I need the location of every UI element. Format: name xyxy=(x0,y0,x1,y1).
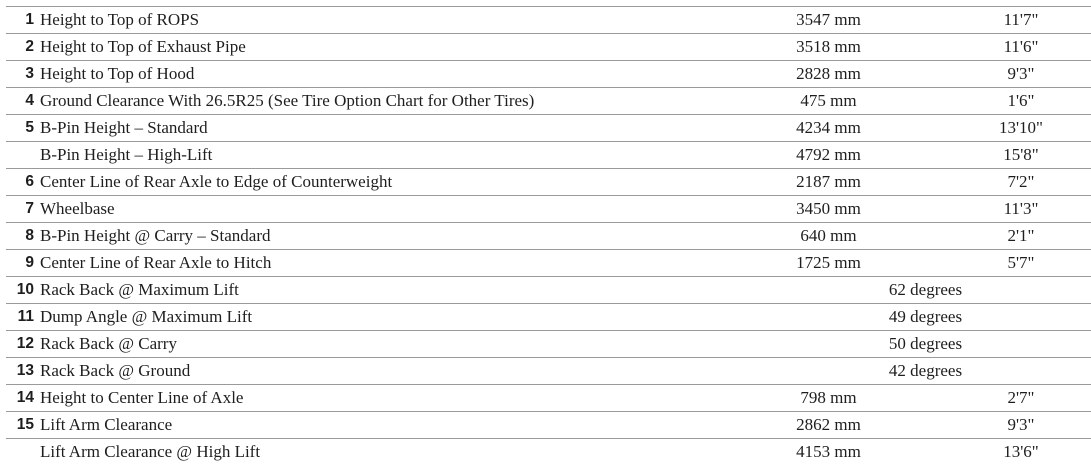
row-description: Height to Top of Exhaust Pipe xyxy=(34,33,700,61)
row-imperial-value: 2'1" xyxy=(951,222,1091,250)
row-metric-value: 2828 mm xyxy=(700,60,951,88)
row-description: Rack Back @ Ground xyxy=(34,357,700,385)
table-row: 14 Height to Center Line of Axle 798 mm 2'7… xyxy=(6,384,1091,412)
row-description: B-Pin Height – Standard xyxy=(34,114,700,142)
row-description: Center Line of Rear Axle to Hitch xyxy=(34,249,700,277)
row-imperial-value: 2'7" xyxy=(951,384,1091,412)
row-metric-value: 1725 mm xyxy=(700,249,951,277)
table-row: 9 Center Line of Rear Axle to Hitch 1725 m… xyxy=(6,249,1091,277)
table-row: 12 Rack Back @ Carry 50 degrees xyxy=(6,330,1091,358)
table-row: B-Pin Height – High-Lift 4792 mm 15'8" xyxy=(6,141,1091,169)
row-number: 11 xyxy=(6,303,34,331)
row-description: B-Pin Height @ Carry – Standard xyxy=(34,222,700,250)
row-number: 4 xyxy=(6,87,34,115)
row-metric-value: 3547 mm xyxy=(700,6,951,34)
row-description: Ground Clearance With 26.5R25 (See Tire … xyxy=(34,87,700,115)
table-row: 5 B-Pin Height – Standard 4234 mm 13'10" xyxy=(6,114,1091,142)
table-row: 4 Ground Clearance With 26.5R25 (See Tire… xyxy=(6,87,1091,115)
row-description: Height to Top of ROPS xyxy=(34,6,700,34)
row-description: Lift Arm Clearance xyxy=(34,411,700,439)
row-number: 2 xyxy=(6,33,34,61)
row-number: 8 xyxy=(6,222,34,250)
row-metric-value: 475 mm xyxy=(700,87,951,115)
row-number xyxy=(6,141,34,169)
row-imperial-value: 11'3" xyxy=(951,195,1091,223)
table-row: 3 Height to Top of Hood 2828 mm 9'3" xyxy=(6,60,1091,88)
row-metric-value: 4153 mm xyxy=(796,442,861,462)
row-angle-value: 50 degrees xyxy=(700,330,1091,358)
table-row: 13 Rack Back @ Ground 42 degrees xyxy=(6,357,1091,385)
row-number xyxy=(6,439,34,466)
row-description: Dump Angle @ Maximum Lift xyxy=(34,303,700,331)
table-row: Lift Arm Clearance @ High Lift 4153 mm 13'… xyxy=(6,439,1091,466)
table-row: 7 Wheelbase 3450 mm 11'3" xyxy=(6,195,1091,223)
row-imperial-value: 11'6" xyxy=(951,33,1091,61)
row-metric-value: 640 mm xyxy=(700,222,951,250)
row-imperial-value: 5'7" xyxy=(951,249,1091,277)
row-metric-value: 4234 mm xyxy=(700,114,951,142)
row-description: Rack Back @ Carry xyxy=(34,330,700,358)
row-number: 9 xyxy=(6,249,34,277)
row-number: 15 xyxy=(6,411,34,439)
table-row: 15 Lift Arm Clearance 2862 mm 9'3" xyxy=(6,411,1091,439)
table-row: 11 Dump Angle @ Maximum Lift 49 degrees xyxy=(6,303,1091,331)
row-description: Wheelbase xyxy=(34,195,700,223)
table-row: 6 Center Line of Rear Axle to Edge of Cou… xyxy=(6,168,1091,196)
row-metric-value: 4792 mm xyxy=(700,141,951,169)
row-metric-value: 2862 mm xyxy=(700,411,951,439)
row-imperial-value: 1'6" xyxy=(951,87,1091,115)
row-angle-value: 42 degrees xyxy=(700,357,1091,385)
table-row: 1 Height to Top of ROPS 3547 mm 11'7" xyxy=(6,6,1091,34)
dimensions-table-body: 1 Height to Top of ROPS 3547 mm 11'7" 2 Heigh… xyxy=(6,6,1091,466)
row-metric-value: 3450 mm xyxy=(700,195,951,223)
row-imperial-value: 9'3" xyxy=(951,411,1091,439)
row-description: B-Pin Height – High-Lift xyxy=(34,141,700,169)
row-metric-value: 798 mm xyxy=(700,384,951,412)
table-row: 8 B-Pin Height @ Carry – Standard 640 mm 2'… xyxy=(6,222,1091,250)
row-number: 12 xyxy=(6,330,34,358)
row-number: 6 xyxy=(6,168,34,196)
row-number: 14 xyxy=(6,384,34,412)
table-row: 2 Height to Top of Exhaust Pipe 3518 mm 11'… xyxy=(6,33,1091,61)
row-metric-value: 2187 mm xyxy=(700,168,951,196)
row-angle-value: 49 degrees xyxy=(700,303,1091,331)
row-description: Rack Back @ Maximum Lift xyxy=(34,276,700,304)
row-angle-value: 62 degrees xyxy=(700,276,1091,304)
row-number: 5 xyxy=(6,114,34,142)
table-row: 10 Rack Back @ Maximum Lift 62 degrees xyxy=(6,276,1091,304)
row-imperial-value: 15'8" xyxy=(951,141,1091,169)
row-description: Height to Top of Hood xyxy=(34,60,700,88)
row-imperial-value: 13'10" xyxy=(951,114,1091,142)
row-description: Height to Center Line of Axle xyxy=(34,384,700,412)
row-number: 7 xyxy=(6,195,34,223)
row-description: Lift Arm Clearance @ High Lift xyxy=(40,442,261,462)
row-imperial-value: 9'3" xyxy=(951,60,1091,88)
dimensions-table: 1 Height to Top of ROPS 3547 mm 11'7" 2 Heigh… xyxy=(6,6,1091,466)
row-imperial-value: 11'7" xyxy=(951,6,1091,34)
row-description: Center Line of Rear Axle to Edge of Coun… xyxy=(34,168,700,196)
row-imperial-value: 13'6" xyxy=(1003,442,1039,462)
row-number: 3 xyxy=(6,60,34,88)
row-number: 1 xyxy=(6,6,34,34)
row-metric-value: 3518 mm xyxy=(700,33,951,61)
row-number: 10 xyxy=(6,276,34,304)
row-imperial-value: 7'2" xyxy=(951,168,1091,196)
row-number: 13 xyxy=(6,357,34,385)
